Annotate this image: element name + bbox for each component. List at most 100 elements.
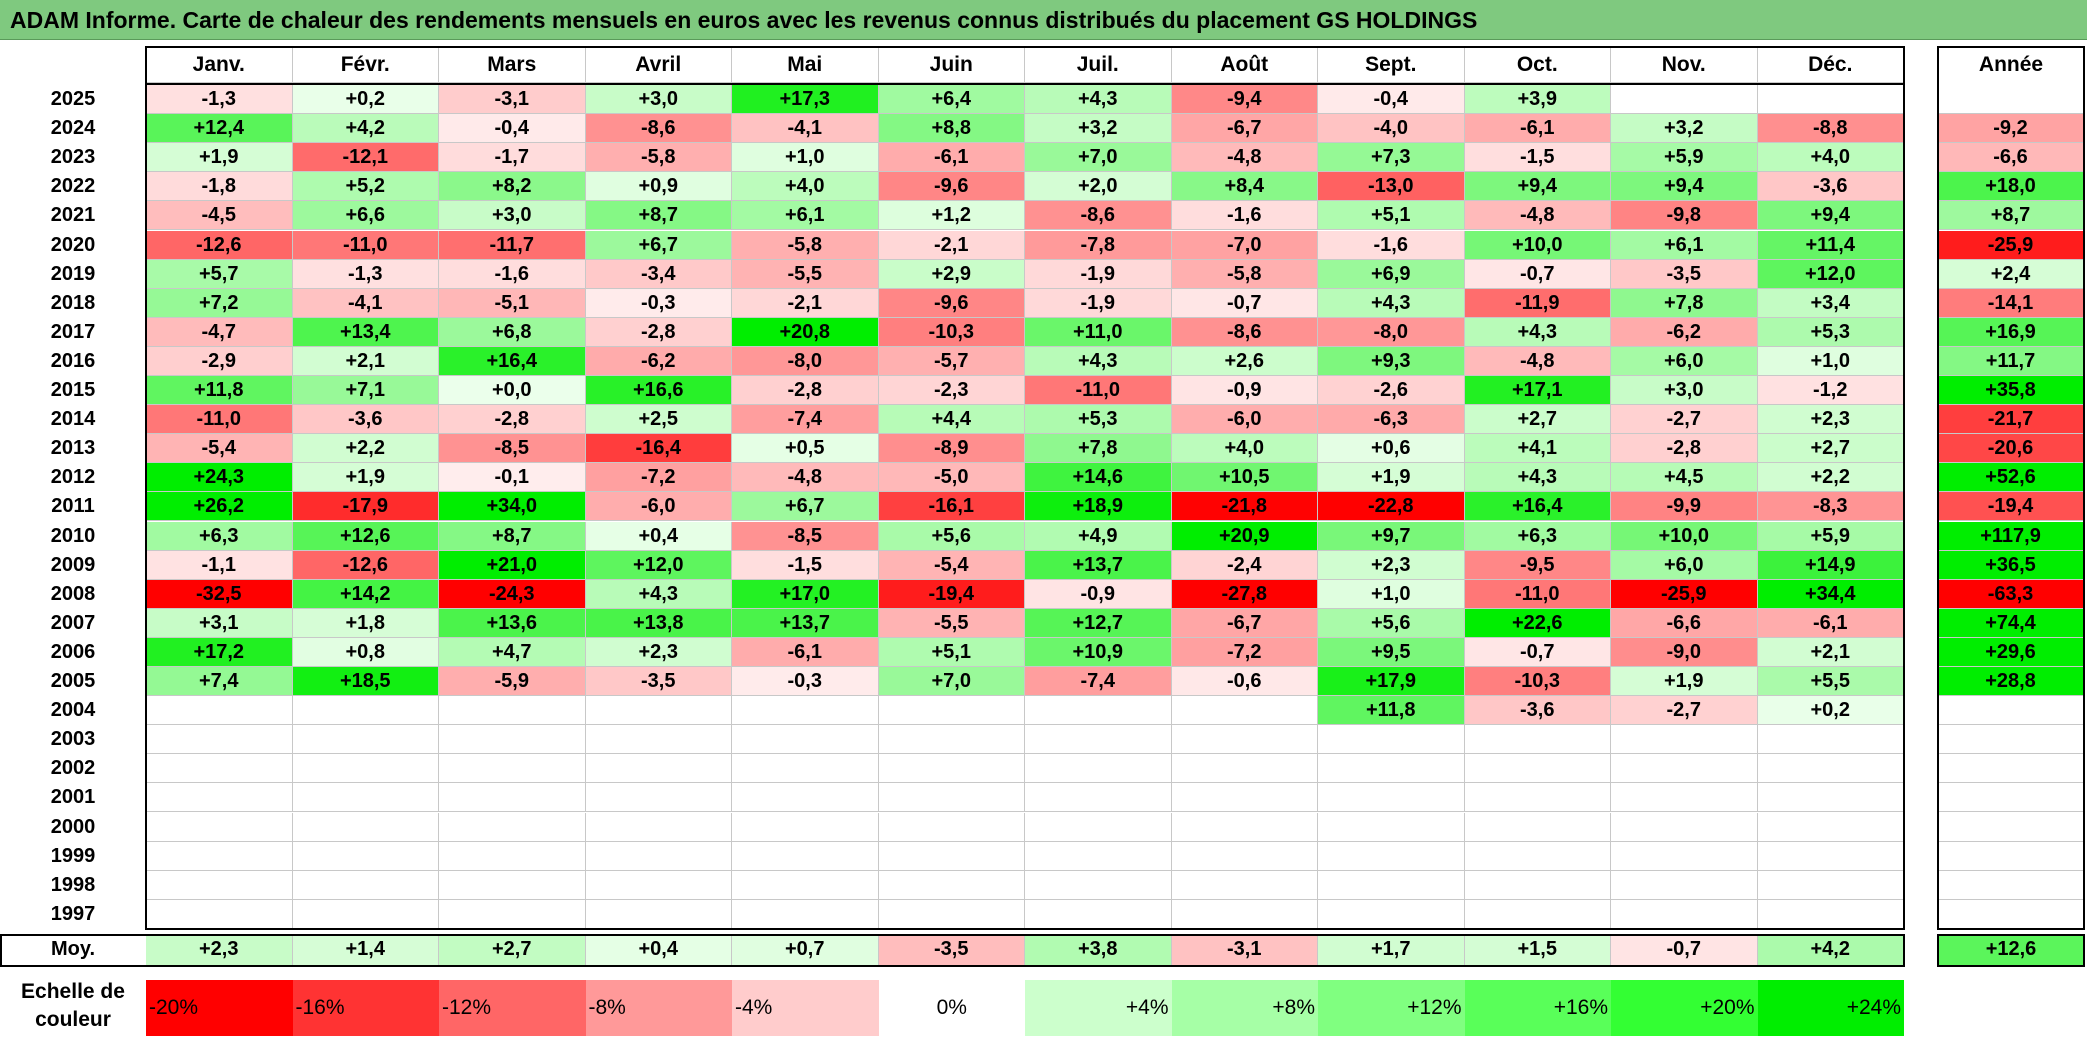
heatmap-cell: -13,0: [1318, 172, 1465, 202]
heatmap-cell: +3,1: [146, 608, 293, 638]
heatmap-cell: +7,1: [292, 376, 439, 406]
year-label: 2023: [50, 146, 96, 169]
annual-cell: [1938, 754, 2084, 784]
heatmap-cell: +0,8: [292, 637, 439, 667]
heatmap-cell: -2,7: [1611, 405, 1758, 435]
heatmap-cell: [146, 870, 293, 900]
heatmap-cell: [1171, 754, 1318, 784]
heatmap-cell: [732, 783, 879, 813]
heatmap-cell: +1,0: [732, 143, 879, 173]
heatmap-cell: +6,7: [585, 230, 732, 260]
column-header: Févr.: [292, 47, 439, 83]
annual-cell: [1938, 899, 2084, 929]
heatmap-cell: -11,0: [1464, 579, 1611, 609]
heatmap-cell: [292, 841, 439, 871]
heatmap-cell: [1757, 812, 1904, 842]
heatmap-cell: [585, 841, 732, 871]
heatmap-cell: -12,6: [292, 550, 439, 580]
heatmap-cell: [1757, 899, 1904, 929]
heatmap-cell: [732, 870, 879, 900]
heatmap-cell: +14,2: [292, 579, 439, 609]
heatmap-cell: -2,3: [878, 376, 1025, 406]
heatmap-cell: -0,6: [1171, 667, 1318, 697]
heatmap-cell: [1171, 783, 1318, 813]
annual-cell: +35,8: [1938, 376, 2084, 406]
heatmap-cell: -17,9: [292, 492, 439, 522]
annual-cell: [1938, 783, 2084, 813]
heatmap-cell: [1318, 899, 1465, 929]
heatmap-cell: +3,9: [1464, 85, 1611, 115]
heatmap-cell: -2,1: [878, 230, 1025, 260]
heatmap-cell: -7,2: [1171, 637, 1318, 667]
heatmap-cell: +6,1: [732, 201, 879, 231]
heatmap-cell: +9,4: [1464, 172, 1611, 202]
year-label: 1997: [50, 902, 96, 925]
heatmap-cell: +2,2: [1757, 463, 1904, 493]
annual-cell: -6,6: [1938, 143, 2084, 173]
heatmap-cell: [1464, 783, 1611, 813]
heatmap-cell: -1,6: [1171, 201, 1318, 231]
annual-cell: -19,4: [1938, 492, 2084, 522]
heatmap-cell: [292, 725, 439, 755]
heatmap-cell: +2,1: [1757, 637, 1904, 667]
heatmap-cell: +2,9: [878, 259, 1025, 289]
heatmap-cell: +4,3: [1025, 346, 1172, 376]
heatmap-cell: +0,5: [732, 434, 879, 464]
heatmap-cell: +13,7: [732, 608, 879, 638]
header-divider: [145, 83, 1905, 85]
heatmap-cell: -0,4: [439, 114, 586, 144]
heatmap-cell: +5,5: [1757, 667, 1904, 697]
heatmap-cell: [1757, 754, 1904, 784]
annual-cell: -63,3: [1938, 579, 2084, 609]
year-label: 2019: [50, 262, 96, 285]
heatmap-cell: +17,3: [732, 85, 879, 115]
heatmap-cell: +2,3: [1757, 405, 1904, 435]
heatmap-cell: +4,1: [1464, 434, 1611, 464]
heatmap-cell: -7,4: [732, 405, 879, 435]
year-label: 2000: [50, 815, 96, 838]
heatmap-cell: -1,8: [146, 172, 293, 202]
heatmap-cell: +13,7: [1025, 550, 1172, 580]
heatmap-cell: +3,4: [1757, 288, 1904, 318]
heatmap-cell: -0,9: [1171, 376, 1318, 406]
heatmap-cell: +3,2: [1611, 114, 1758, 144]
heatmap-cell: -1,3: [292, 259, 439, 289]
heatmap-cell: [292, 870, 439, 900]
heatmap-cell: [732, 725, 879, 755]
annual-cell: +36,5: [1938, 550, 2084, 580]
heatmap-cell: [1611, 870, 1758, 900]
heatmap-cell: +7,0: [1025, 143, 1172, 173]
heatmap-cell: -7,0: [1171, 230, 1318, 260]
heatmap-cell: [1025, 812, 1172, 842]
heatmap-cell: +12,4: [146, 114, 293, 144]
heatmap-cell: [1757, 870, 1904, 900]
annual-cell: -21,7: [1938, 405, 2084, 435]
heatmap-cell: [1318, 754, 1465, 784]
heatmap-cell: [1464, 812, 1611, 842]
heatmap-cell: -4,8: [1464, 346, 1611, 376]
heatmap-cell: [439, 754, 586, 784]
heatmap-cell: -6,0: [585, 492, 732, 522]
year-label: 2009: [50, 553, 96, 576]
heatmap-cell: +9,4: [1611, 172, 1758, 202]
heatmap-cell: -5,8: [1171, 259, 1318, 289]
column-header: Mars: [439, 47, 586, 83]
average-cell: -3,5: [878, 935, 1025, 966]
heatmap-cell: +4,3: [1464, 463, 1611, 493]
heatmap-cell: -12,1: [292, 143, 439, 173]
heatmap-cell: [1171, 696, 1318, 726]
heatmap-cell: +6,7: [732, 492, 879, 522]
heatmap-cell: -8,6: [1171, 317, 1318, 347]
heatmap-cell: +7,8: [1025, 434, 1172, 464]
heatmap-cell: -8,5: [439, 434, 586, 464]
heatmap-cell: -2,8: [732, 376, 879, 406]
year-label: 2005: [50, 670, 96, 692]
heatmap-cell: -8,0: [1318, 317, 1465, 347]
heatmap-cell: -3,6: [1757, 172, 1904, 202]
heatmap-cell: +9,5: [1318, 637, 1465, 667]
heatmap-cell: -1,6: [1318, 230, 1465, 260]
heatmap-cell: +6,6: [292, 201, 439, 231]
heatmap-cell: -11,0: [292, 230, 439, 260]
heatmap-cell: -3,5: [1611, 259, 1758, 289]
annual-column-header: Année: [1938, 47, 2084, 83]
